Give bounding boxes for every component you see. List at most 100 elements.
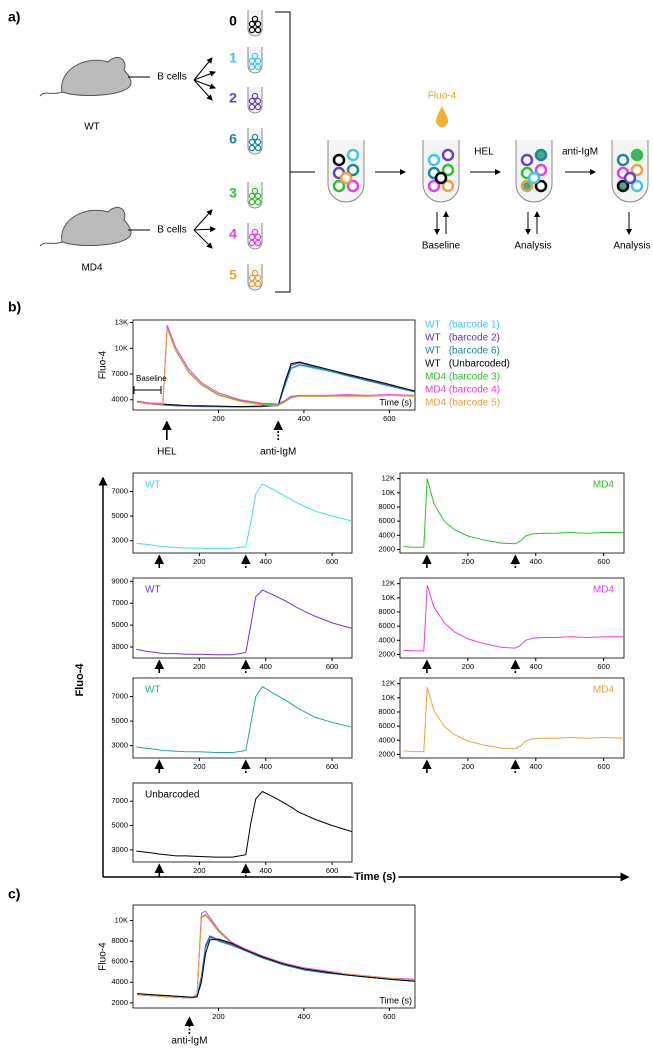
- y-tick-label: 12K: [382, 579, 395, 588]
- stimulus-label: anti-IgM: [562, 147, 598, 158]
- panel-label: c): [8, 886, 20, 902]
- cell: [248, 144, 256, 152]
- mouse-label: WT: [84, 122, 100, 133]
- y-tick-label: 2000: [378, 544, 395, 553]
- cell: [254, 63, 262, 71]
- plot-frame: [132, 677, 353, 759]
- legend-entry: MD4 (barcode 4): [425, 385, 500, 396]
- annotation: anti-IgM: [171, 1036, 207, 1047]
- cell: [534, 148, 548, 162]
- readout-label: Analysis: [613, 241, 650, 252]
- cell: [254, 26, 262, 34]
- x-axis-label: Time (s): [379, 397, 412, 407]
- trace: [136, 685, 353, 753]
- y-tick-label: 10K: [382, 488, 395, 497]
- trace: [137, 328, 416, 407]
- cell: [520, 179, 534, 193]
- cell: [248, 57, 256, 65]
- x-tick-label: 600: [326, 866, 339, 875]
- series-label: WT: [145, 685, 161, 696]
- legend-entry: WT (barcode 2): [425, 333, 500, 344]
- cell: [254, 57, 262, 65]
- plot-frame: [132, 472, 353, 554]
- cell: [248, 233, 256, 241]
- y-tick-label: 12K: [382, 679, 395, 688]
- cell-label: B cells: [157, 225, 186, 236]
- stimulus-label: HEL: [474, 147, 494, 158]
- plot-frame: [399, 677, 625, 759]
- x-tick-label: 600: [326, 762, 339, 771]
- y-tick-label: 7000: [111, 486, 128, 495]
- cell: [254, 103, 262, 111]
- x-tick-label: 400: [529, 762, 542, 771]
- cell: [534, 179, 548, 193]
- x-tick-label: 600: [383, 1012, 396, 1021]
- cell: [332, 179, 346, 193]
- cell: [254, 20, 262, 28]
- legend-entry: MD4 (barcode 5): [425, 398, 500, 409]
- y-tick-label: 8000: [378, 502, 395, 511]
- diagram-layer: WT MD4 B cells B cells 0 1 2 6 3 4 5 Fluo-4 HEL anti-…: [81, 10, 651, 291]
- trace: [136, 589, 353, 656]
- cell: [248, 26, 256, 34]
- cell: [251, 133, 259, 141]
- y-tick-label: 4000: [111, 977, 128, 986]
- cell: [251, 269, 259, 277]
- cell: [248, 97, 256, 105]
- x-tick-label: 600: [597, 662, 610, 671]
- legend-entry: WT (Unbarcoded): [425, 359, 510, 370]
- baseline-bracket: [133, 386, 162, 394]
- y-tick-label: 10K: [382, 693, 395, 702]
- cell: [254, 280, 262, 288]
- x-axis-label: Time (s): [379, 995, 412, 1005]
- cell: [251, 15, 259, 23]
- cell: [441, 179, 455, 193]
- cell: [251, 52, 259, 60]
- y-tick-label: 7000: [111, 691, 128, 700]
- cell: [254, 192, 262, 200]
- legend-entry: MD4 (barcode 3): [425, 372, 500, 383]
- cell: [254, 274, 262, 282]
- cell: [339, 171, 353, 185]
- y-tick-label: 2000: [378, 649, 395, 658]
- trace: [137, 326, 416, 406]
- panel-label: a): [8, 9, 20, 25]
- x-tick-label: 400: [298, 1012, 311, 1021]
- cell: [254, 138, 262, 146]
- y-tick-label: 6000: [378, 621, 395, 630]
- x-tick-label: 200: [193, 866, 206, 875]
- x-tick-label: 200: [212, 1012, 225, 1021]
- x-tick-label: 600: [326, 557, 339, 566]
- cell: [630, 148, 644, 162]
- cell: [248, 239, 256, 247]
- x-tick-label: 200: [462, 557, 475, 566]
- y-tick-label: 10K: [115, 915, 128, 924]
- x-tick-label: 600: [326, 662, 339, 671]
- trace: [136, 483, 353, 550]
- cell: [616, 179, 630, 193]
- cell: [251, 92, 259, 100]
- annotation: anti-IgM: [260, 447, 296, 458]
- x-tick-label: 600: [597, 762, 610, 771]
- trace: [136, 790, 353, 858]
- plot-frame: [132, 782, 353, 863]
- cell: [630, 179, 644, 193]
- cell: [254, 239, 262, 247]
- mouse-label: MD4: [81, 263, 103, 274]
- cell: [254, 198, 262, 206]
- annotation: HEL: [157, 447, 177, 458]
- y-tick-label: 7000: [111, 598, 128, 607]
- x-tick-label: 200: [462, 662, 475, 671]
- y-tick-label: 6000: [378, 721, 395, 730]
- y-tick-label: 4000: [378, 530, 395, 539]
- series-label: WT: [145, 480, 161, 491]
- readout-label: Analysis: [514, 241, 551, 252]
- series-label: WT: [145, 585, 161, 596]
- cell: [251, 187, 259, 195]
- y-axis-label: Fluo-4: [98, 350, 109, 379]
- y-tick-label: 10K: [382, 593, 395, 602]
- y-tick-label: 3000: [111, 845, 128, 854]
- x-tick-label: 400: [298, 414, 311, 423]
- cell: [427, 153, 441, 167]
